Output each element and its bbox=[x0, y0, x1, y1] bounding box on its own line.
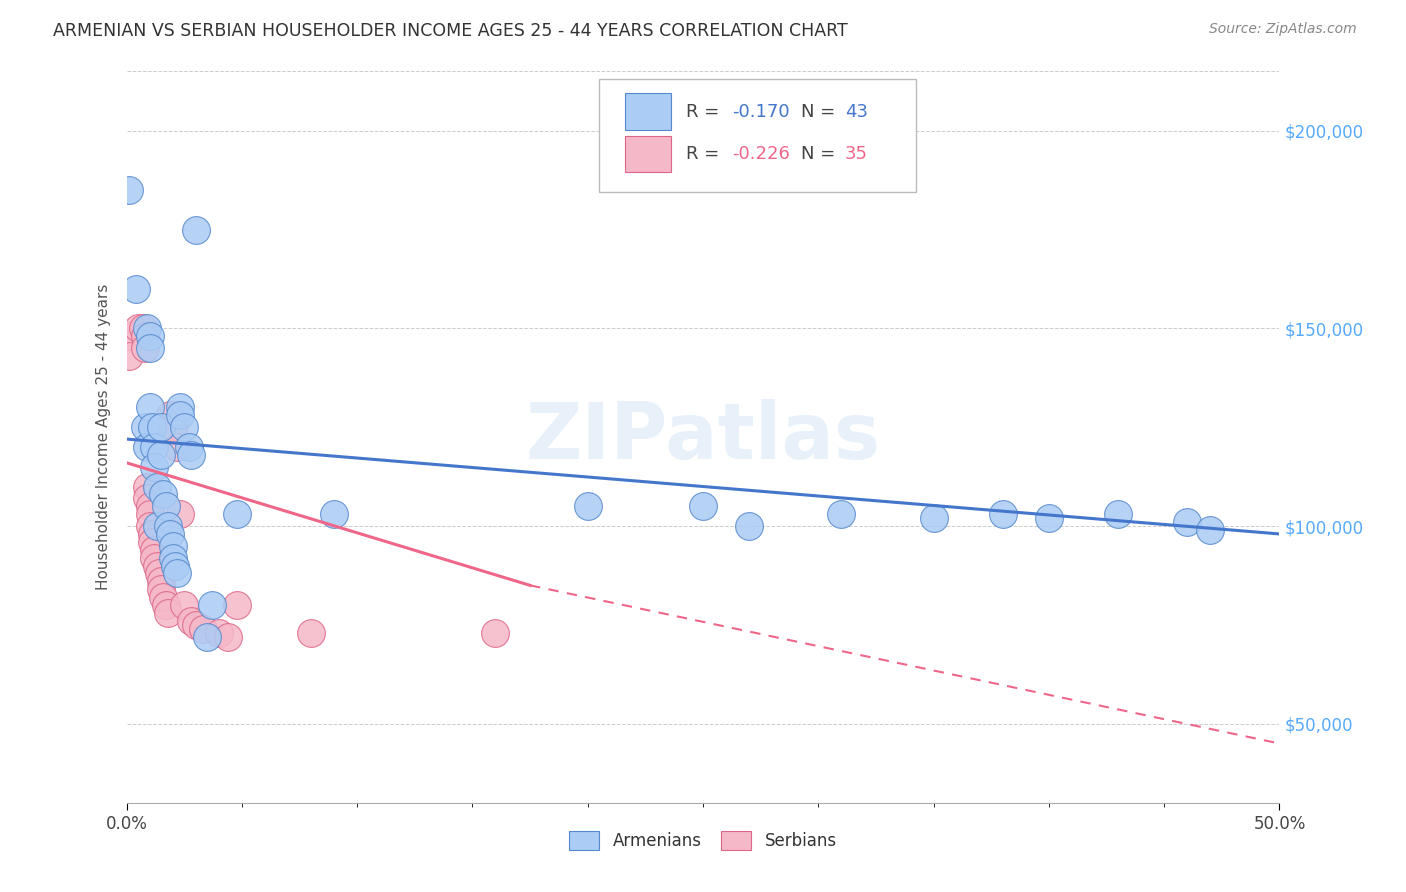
Point bbox=[152, 487, 174, 501]
Point bbox=[1038, 511, 1060, 525]
Text: ZIPatlas: ZIPatlas bbox=[526, 399, 880, 475]
Point bbox=[152, 591, 174, 605]
Point bbox=[134, 341, 156, 355]
Point bbox=[136, 479, 159, 493]
Point bbox=[180, 614, 202, 628]
Text: R =: R = bbox=[686, 145, 724, 163]
Point bbox=[576, 500, 599, 514]
Point bbox=[201, 598, 224, 612]
Point bbox=[134, 329, 156, 343]
Point bbox=[195, 630, 218, 644]
Text: N =: N = bbox=[801, 145, 841, 163]
Point bbox=[118, 349, 141, 363]
Point bbox=[991, 507, 1014, 521]
Text: R =: R = bbox=[686, 103, 724, 120]
Point bbox=[162, 550, 184, 565]
Point bbox=[226, 598, 249, 612]
Point bbox=[830, 507, 852, 521]
Text: N =: N = bbox=[801, 103, 841, 120]
Point bbox=[136, 491, 159, 506]
Point bbox=[143, 459, 166, 474]
Point bbox=[145, 479, 167, 493]
Point bbox=[148, 566, 170, 581]
FancyBboxPatch shape bbox=[624, 94, 671, 130]
Point bbox=[118, 329, 141, 343]
Point bbox=[138, 519, 160, 533]
Point bbox=[323, 507, 346, 521]
Point bbox=[150, 582, 173, 597]
Point bbox=[134, 420, 156, 434]
Point bbox=[191, 622, 214, 636]
Text: 35: 35 bbox=[845, 145, 868, 163]
Point bbox=[125, 282, 148, 296]
Point bbox=[166, 440, 188, 454]
FancyBboxPatch shape bbox=[624, 136, 671, 172]
Point bbox=[155, 598, 177, 612]
Point bbox=[1107, 507, 1129, 521]
Point bbox=[138, 507, 160, 521]
Legend: Armenians, Serbians: Armenians, Serbians bbox=[562, 824, 844, 856]
Point bbox=[208, 625, 231, 640]
Text: 43: 43 bbox=[845, 103, 868, 120]
Point bbox=[159, 527, 181, 541]
Point bbox=[169, 401, 191, 415]
Point bbox=[150, 420, 173, 434]
Point bbox=[141, 420, 163, 434]
Point bbox=[484, 625, 506, 640]
Point bbox=[922, 511, 945, 525]
Point bbox=[299, 625, 322, 640]
Point bbox=[155, 500, 177, 514]
Point bbox=[143, 440, 166, 454]
Text: ARMENIAN VS SERBIAN HOUSEHOLDER INCOME AGES 25 - 44 YEARS CORRELATION CHART: ARMENIAN VS SERBIAN HOUSEHOLDER INCOME A… bbox=[53, 22, 848, 40]
Point bbox=[157, 606, 180, 620]
Point bbox=[145, 519, 167, 533]
Point bbox=[138, 341, 160, 355]
Point bbox=[1175, 515, 1198, 529]
Point bbox=[163, 558, 186, 573]
Point bbox=[136, 321, 159, 335]
Point bbox=[162, 539, 184, 553]
Point bbox=[169, 507, 191, 521]
Point bbox=[141, 527, 163, 541]
Point bbox=[692, 500, 714, 514]
Point bbox=[738, 519, 761, 533]
Point bbox=[173, 420, 195, 434]
Point bbox=[138, 500, 160, 514]
Point bbox=[162, 420, 184, 434]
FancyBboxPatch shape bbox=[599, 78, 917, 192]
Point bbox=[180, 448, 202, 462]
Point bbox=[177, 440, 200, 454]
Point bbox=[169, 409, 191, 423]
Point bbox=[136, 440, 159, 454]
Point bbox=[226, 507, 249, 521]
Point bbox=[127, 321, 149, 335]
Point bbox=[1199, 523, 1222, 537]
Point bbox=[184, 618, 207, 632]
Point bbox=[131, 321, 153, 335]
Point bbox=[173, 598, 195, 612]
Point bbox=[150, 574, 173, 589]
Point bbox=[150, 448, 173, 462]
Y-axis label: Householder Income Ages 25 - 44 years: Householder Income Ages 25 - 44 years bbox=[96, 284, 111, 591]
Point bbox=[138, 329, 160, 343]
Text: Source: ZipAtlas.com: Source: ZipAtlas.com bbox=[1209, 22, 1357, 37]
Point bbox=[159, 409, 181, 423]
Text: -0.170: -0.170 bbox=[731, 103, 789, 120]
Point bbox=[118, 183, 141, 197]
Point bbox=[217, 630, 239, 644]
Point bbox=[143, 550, 166, 565]
Point bbox=[145, 558, 167, 573]
Point bbox=[184, 222, 207, 236]
Point bbox=[141, 534, 163, 549]
Point bbox=[166, 566, 188, 581]
Point bbox=[157, 519, 180, 533]
Text: -0.226: -0.226 bbox=[731, 145, 790, 163]
Point bbox=[138, 401, 160, 415]
Point bbox=[143, 542, 166, 557]
